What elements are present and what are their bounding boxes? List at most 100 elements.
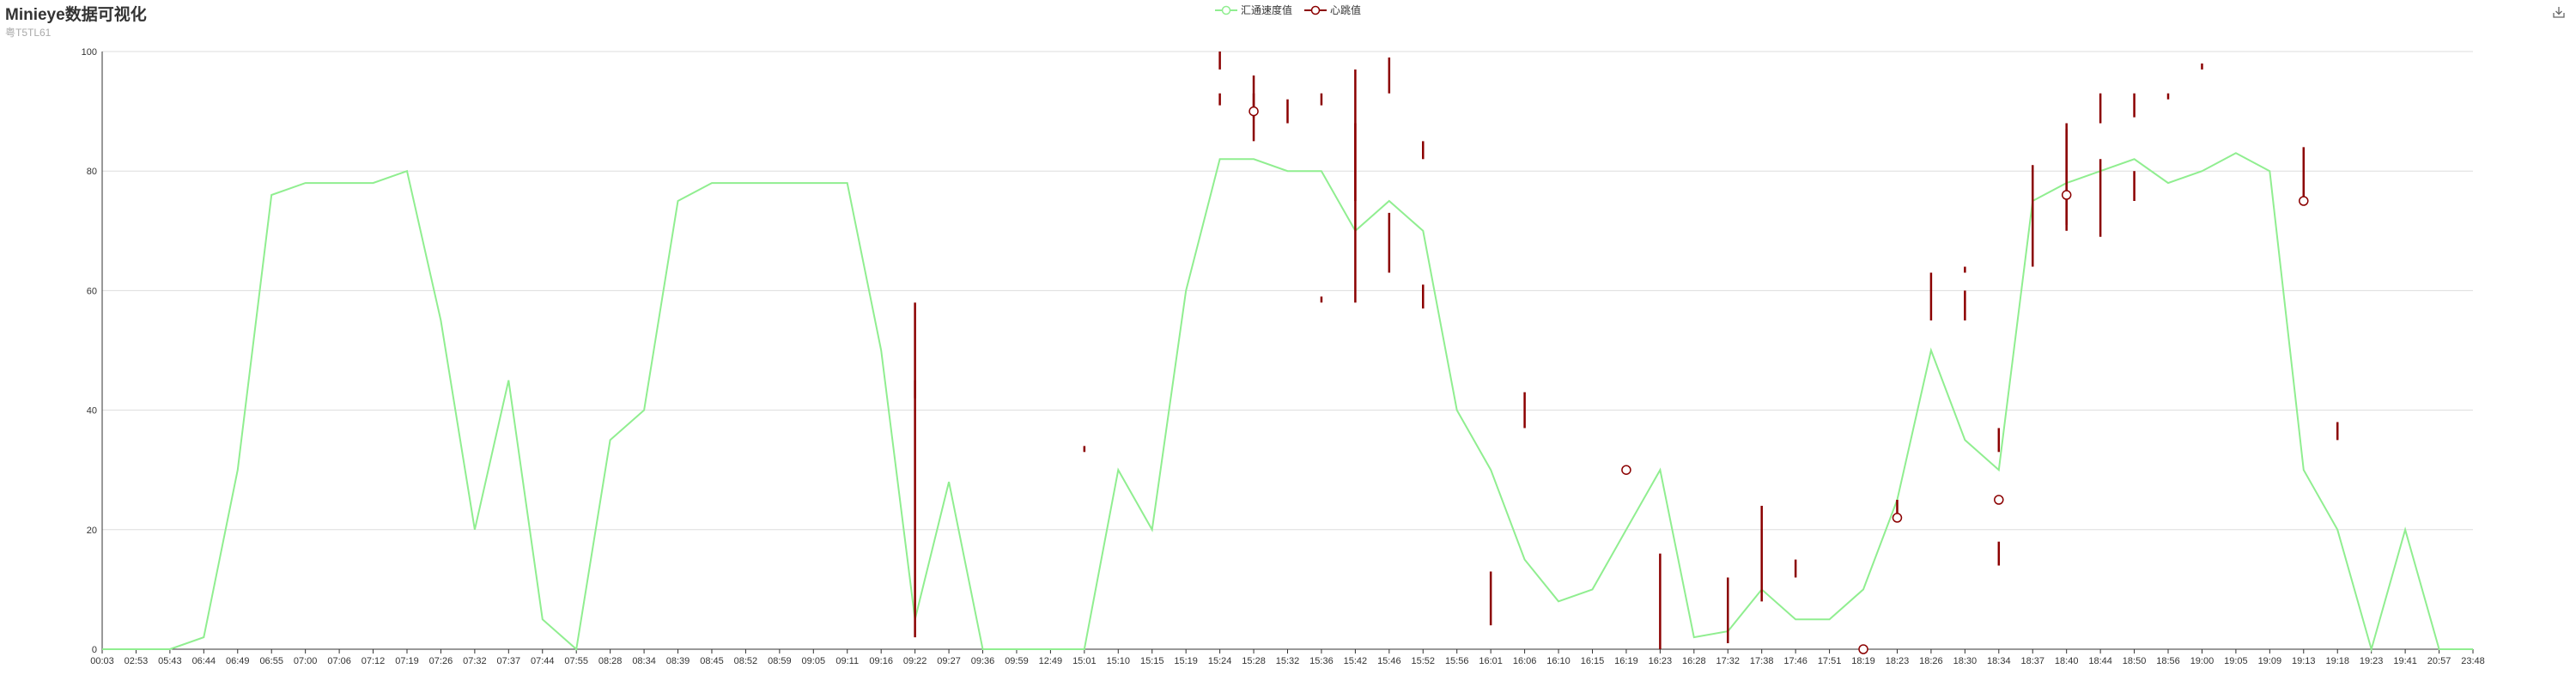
x-tick-label: 18:40 [2055,656,2079,666]
heart-point[interactable] [1994,495,2004,505]
grid-lines [102,51,2473,650]
series-speed [102,152,2473,653]
x-tick-label: 08:52 [734,656,758,666]
x-tick-label: 12:49 [1039,656,1063,666]
x-tick-label: 16:19 [1614,656,1638,666]
x-tick-label: 15:36 [1309,656,1334,666]
x-tick-label: 18:34 [1987,656,2011,666]
x-tick-label: 19:18 [2325,656,2349,666]
x-tick-label: 15:52 [1412,656,1436,666]
x-tick-label: 15:19 [1174,656,1198,666]
x-tick-label: 07:12 [361,656,386,666]
heart-point[interactable] [1858,644,1868,654]
x-tick-label: 15:32 [1276,656,1300,666]
x-tick-label: 09:05 [802,656,826,666]
y-tick-label: 60 [87,286,97,296]
x-tick-label: 07:37 [497,656,521,666]
x-tick-label: 16:15 [1581,656,1605,666]
x-tick-label: 15:15 [1140,656,1164,666]
x-axis: 00:03 02:53 05:43 06:44 06:49 06:55 07:00 07:06… [90,648,2485,666]
x-tick-label: 17:32 [1716,656,1740,666]
x-tick-label: 19:00 [2190,656,2215,666]
x-tick-label: 15:28 [1242,656,1266,666]
chart-title: Minieye数据可视化 [5,6,147,24]
legend-label-speed: 汇通速度值 [1240,4,1292,16]
x-tick-label: 19:23 [2360,656,2384,666]
x-tick-label: 16:06 [1513,656,1537,666]
heart-point[interactable] [2299,196,2309,206]
x-tick-label: 07:44 [531,656,555,666]
x-tick-label: 15:10 [1107,656,1131,666]
x-tick-label: 15:42 [1344,656,1368,666]
chart-subtitle: 粤T5TL61 [5,27,52,39]
x-tick-label: 17:38 [1750,656,1774,666]
x-tick-label: 07:32 [463,656,487,666]
x-tick-label: 09:16 [869,656,893,666]
x-tick-label: 19:41 [2393,656,2417,666]
x-tick-label: 23:48 [2461,656,2485,666]
x-tick-label: 07:06 [327,656,351,666]
x-tick-label: 09:11 [835,656,859,666]
x-tick-label: 08:34 [632,656,656,666]
legend-item-speed[interactable]: 汇通速度值 [1214,3,1292,17]
series-heart [914,52,2339,654]
x-tick-label: 06:44 [192,656,216,666]
x-tick-label: 20:57 [2427,656,2451,666]
download-icon[interactable] [2552,5,2566,19]
y-tick-label: 20 [87,526,97,536]
x-tick-label: 06:49 [226,656,250,666]
y-tick-label: 100 [82,47,97,58]
x-tick-label: 18:37 [2020,656,2044,666]
x-tick-label: 16:10 [1546,656,1571,666]
x-tick-label: 18:56 [2156,656,2180,666]
x-tick-label: 07:19 [395,656,419,666]
x-tick-label: 16:01 [1479,656,1503,666]
x-tick-label: 05:43 [158,656,182,666]
x-tick-label: 09:59 [1005,656,1029,666]
heart-point[interactable] [1892,513,1903,523]
x-tick-label: 18:26 [1919,656,1943,666]
x-tick-label: 17:46 [1783,656,1807,666]
x-tick-label: 18:44 [2088,656,2112,666]
heart-point[interactable] [1621,465,1631,475]
legend-item-heart[interactable]: 心跳值 [1304,3,1361,17]
y-axis: 0 20 40 60 80 100 [82,47,103,655]
x-tick-label: 08:39 [666,656,690,666]
y-tick-label: 80 [87,167,97,177]
x-tick-label: 15:56 [1445,656,1469,666]
x-tick-label: 09:36 [971,656,995,666]
legend-label-heart: 心跳值 [1330,4,1362,16]
legend-speed-symbol [1214,5,1237,15]
y-tick-label: 0 [92,645,97,655]
x-tick-label: 07:26 [429,656,453,666]
speed-line [102,152,2473,653]
x-tick-label: 08:28 [598,656,623,666]
x-tick-label: 02:53 [125,656,149,666]
x-tick-label: 18:19 [1851,656,1875,666]
x-tick-label: 17:51 [1818,656,1842,666]
x-tick-label: 15:46 [1377,656,1401,666]
x-tick-label: 08:59 [768,656,792,666]
x-tick-label: 18:30 [1953,656,1978,666]
x-tick-label: 09:27 [937,656,961,666]
heart-point[interactable] [2061,190,2072,200]
x-tick-label: 07:00 [294,656,318,666]
x-tick-label: 19:05 [2224,656,2248,666]
legend-heart-symbol [1304,5,1327,15]
y-tick-label: 40 [87,406,97,416]
x-tick-label: 09:22 [903,656,927,666]
x-tick-label: 16:28 [1682,656,1706,666]
x-tick-label: 18:50 [2123,656,2147,666]
x-tick-label: 18:23 [1886,656,1910,666]
x-tick-label: 07:55 [564,656,588,666]
x-tick-label: 19:09 [2258,656,2282,666]
x-tick-label: 06:55 [259,656,283,666]
x-tick-label: 19:13 [2292,656,2316,666]
x-tick-label: 15:24 [1208,656,1232,666]
legend: 汇通速度值 心跳值 [0,3,2576,17]
x-tick-label: 00:03 [90,656,114,666]
x-tick-label: 15:01 [1072,656,1097,666]
heart-point[interactable] [1249,106,1259,117]
x-tick-label: 16:23 [1649,656,1673,666]
